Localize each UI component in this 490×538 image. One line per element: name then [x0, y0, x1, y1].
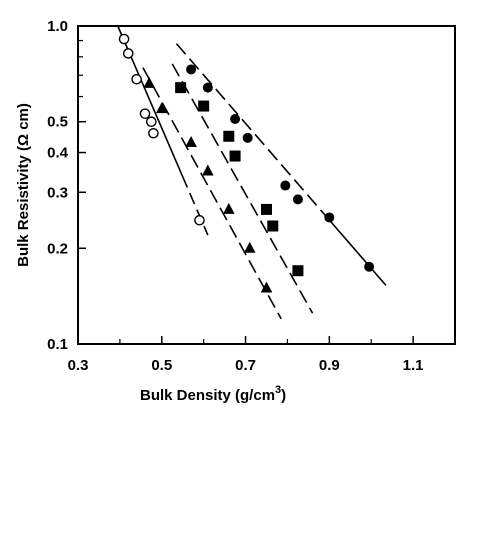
x-tick-label: 0.9	[319, 357, 340, 374]
filled-square-point	[198, 100, 210, 112]
y-tick-label: 0.2	[47, 240, 68, 257]
filled-triangle-point	[260, 281, 273, 293]
open-circle-point	[148, 127, 159, 139]
filled-circle-point	[230, 113, 241, 124]
filled-square-point	[292, 265, 304, 277]
y-axis-title: Bulk Resistivity (Ω cm)	[15, 103, 32, 267]
fit-line	[175, 43, 328, 219]
filled-circle-point	[242, 132, 253, 143]
filled-square-point	[223, 130, 235, 142]
filled-square-point	[229, 150, 241, 162]
y-tick-label: 0.3	[47, 184, 68, 201]
fit-line	[171, 63, 314, 314]
open-circle-point	[118, 33, 130, 45]
filled-circle-point	[202, 82, 213, 93]
x-axis-title: Bulk Density (g/cm3)	[140, 384, 286, 404]
fit-line	[142, 67, 282, 320]
filled-circle-point	[324, 212, 335, 223]
filled-circle-point	[364, 261, 375, 272]
y-tick-label: 1.0	[47, 18, 68, 35]
filled-triangle-point	[185, 136, 197, 148]
plot-frame	[77, 25, 456, 345]
filled-square-point	[267, 220, 279, 232]
axis-ticks	[77, 25, 414, 345]
fit-lines	[117, 25, 387, 320]
filled-circle-point	[292, 194, 303, 205]
fit-line	[181, 176, 209, 236]
x-tick-label: 0.5	[151, 357, 172, 374]
x-tick-label: 0.7	[235, 357, 256, 374]
x-tick-label: 1.1	[403, 357, 424, 374]
filled-triangle-point	[223, 202, 235, 214]
fit-line	[326, 217, 387, 286]
open-circle-point	[194, 214, 205, 226]
filled-triangle-point	[155, 102, 168, 114]
y-tick-label: 0.5	[47, 114, 68, 131]
filled-triangle-point	[243, 241, 256, 253]
filled-square-point	[261, 203, 272, 215]
filled-circle-point	[186, 64, 197, 75]
y-tick-label: 0.4	[47, 145, 69, 162]
filled-triangle-point	[143, 76, 156, 88]
open-circle-point	[146, 116, 157, 128]
filled-circle-point	[280, 180, 291, 191]
open-circle-point	[139, 108, 151, 119]
y-tick-label: 0.1	[47, 336, 68, 353]
open-circle-point	[131, 73, 142, 85]
x-tick-label: 0.3	[68, 357, 89, 374]
axis-tick-labels: 0.3 0.5 0.7 0.9 1.1 0.1 0.2 0.3 0.4 0.5 1.0	[47, 18, 423, 374]
open-circle-point	[122, 48, 134, 59]
data-points	[118, 33, 375, 293]
filled-square-point	[175, 82, 187, 94]
filled-triangle-point	[202, 164, 214, 176]
